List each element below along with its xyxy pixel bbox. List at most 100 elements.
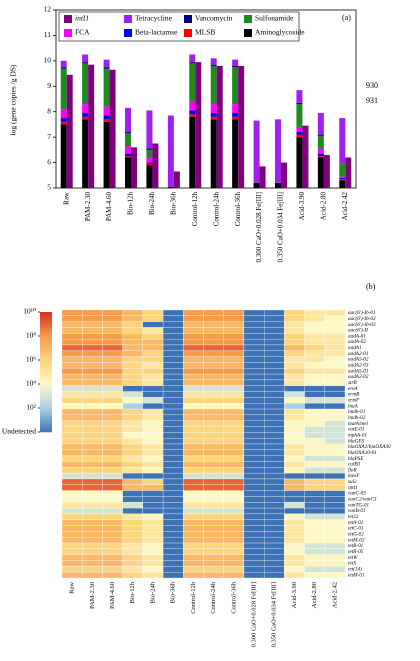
colorbar-step [40,392,52,395]
row-label: tetM-02 [348,537,365,543]
panel-label: (a) [342,13,351,22]
heat-cell [82,438,103,445]
bar-segment [189,101,196,111]
colorbar-step [40,384,52,387]
heat-cell [102,408,123,416]
heat-cell [102,513,123,520]
heat-cell [223,455,245,462]
heat-cell [122,379,144,386]
heat-cell [304,572,325,579]
heat-cell [102,560,123,567]
heat-cell [203,321,224,328]
heat-cell [324,461,346,468]
heat-cell [61,496,83,503]
colorbar-step [40,312,52,315]
row-label: lnuA [348,403,359,409]
heat-cell [223,525,245,532]
colorbar-step [40,416,52,419]
bar-segment [125,133,131,147]
heat-cell [324,443,346,450]
heat-cell [142,315,164,322]
heat-cell [61,338,83,346]
x-tick-label: Acid-3.90 [298,192,306,221]
row-label: aac(6')-II [348,327,368,334]
row-label: catB3 [348,462,361,468]
bar-segment [60,67,67,69]
heat-cell [263,362,285,369]
heat-cell [263,502,285,509]
heat-cell [324,502,346,509]
bar-segment [232,59,239,66]
heat-cell [183,572,204,579]
heat-cell [223,507,245,515]
heat-cell [284,438,305,445]
heat-cell [284,572,305,579]
heat-cell [162,385,184,392]
heat-cell [203,572,224,579]
heat-cell [304,548,325,555]
heat-cell [142,478,164,485]
heat-cell [284,554,305,561]
heat-cell [223,572,245,579]
heat-cell [122,537,144,544]
heat-cell [203,420,224,427]
heat-cell [263,537,285,544]
heat-cell [324,408,346,416]
heat-cell [142,338,164,346]
heat-cell [304,391,325,398]
bar-segment [253,182,260,188]
colorbar-step [40,360,52,363]
heat-cell [284,368,305,375]
bar-segment [60,121,67,125]
heat-cell [223,373,245,381]
heat-cell [162,408,184,416]
legend-swatch [244,15,252,23]
heat-cell [324,455,346,462]
legend: intI1 Tetracycline Vancomycin Sulfonamide FC… [58,11,305,42]
heat-cell [162,362,184,369]
heat-cell [102,455,123,462]
row-label: lmdb-02 [348,415,366,421]
legend-swatch [64,15,72,23]
heat-cell [82,379,103,386]
bar-segment [125,153,131,157]
heat-cell [122,403,144,410]
heat-cell [223,321,245,328]
heat-cell [304,478,325,485]
heat-cell [223,449,245,456]
heat-cell [162,484,184,491]
y-tick-label: 6 [47,157,51,166]
heat-cell [243,548,265,555]
colorbar-step [40,404,52,407]
heat-cell [142,507,164,515]
heat-cell [263,426,285,433]
bar-segment [232,119,239,188]
heat-cell [183,472,204,480]
bar-segment [296,104,303,127]
heat-cell [203,472,224,480]
heat-cell [203,467,224,474]
heat-cell [82,472,103,480]
heat-cell [243,449,265,456]
heat-cell [142,560,164,567]
heat-cell [102,548,123,555]
heat-cell [102,554,123,561]
heat-cell [183,362,204,369]
heat-cell [304,566,325,573]
heat-cell [203,333,224,340]
heat-cell [243,472,265,480]
heat-cell [284,309,305,316]
row-label: aadA1 [348,345,362,351]
colorbar-step [40,332,52,335]
heat-cell [304,513,325,520]
column-label: Control-12h [190,581,197,614]
heat-cell [142,542,164,550]
legend-label: FCA [75,28,90,37]
row-label: tetR-01 [348,543,364,549]
heat-cell [122,548,144,555]
heat-cell [61,542,83,550]
heat-cell [324,432,346,439]
heat-cell [263,531,285,538]
column-label: Bio-12h [129,581,136,603]
heat-cell [162,350,184,357]
